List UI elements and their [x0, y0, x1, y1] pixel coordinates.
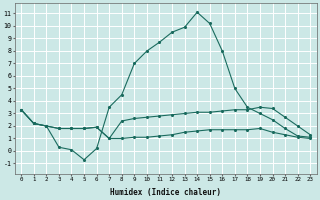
X-axis label: Humidex (Indice chaleur): Humidex (Indice chaleur) — [110, 188, 221, 197]
